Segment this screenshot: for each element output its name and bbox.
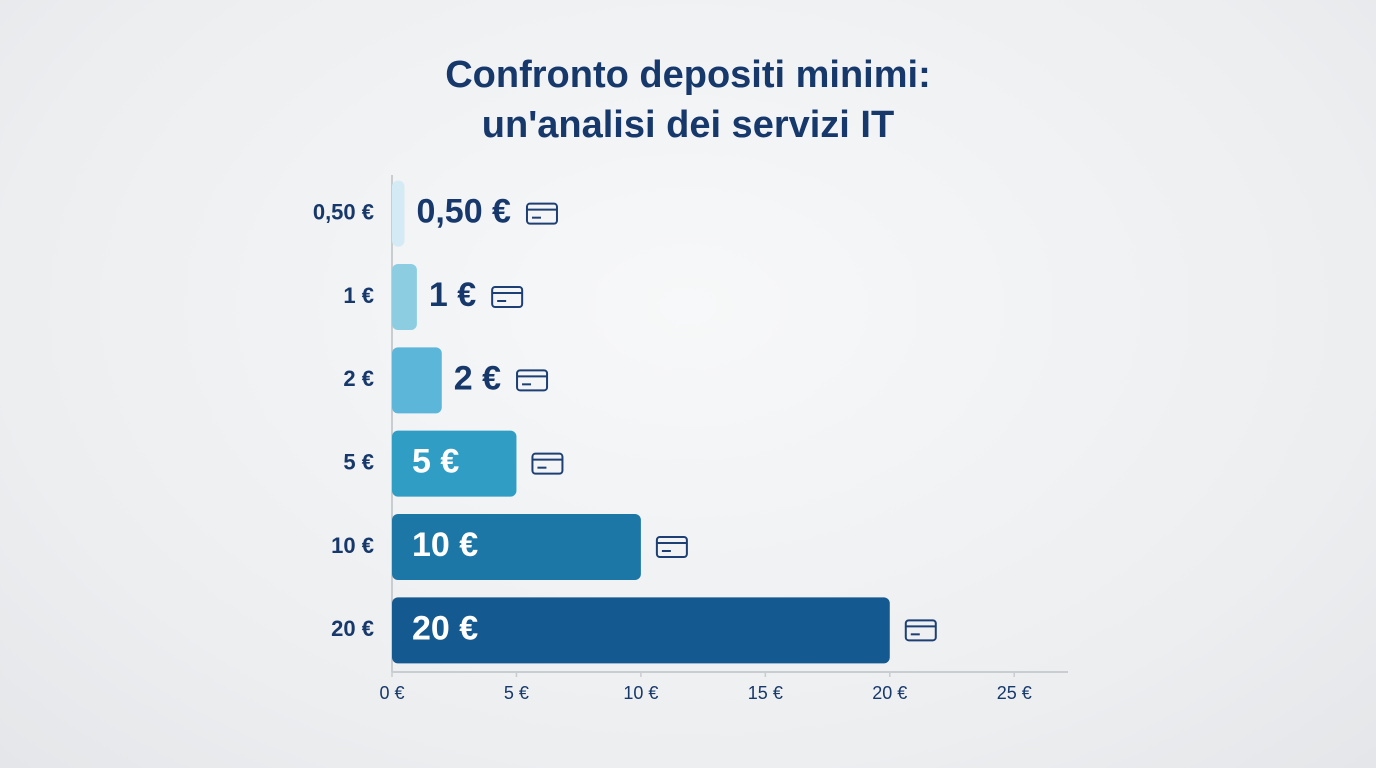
y-tick-label: 2 € [343,366,374,391]
bar [392,264,417,330]
chart-title: Confronto depositi minimi: [445,54,931,96]
x-tick-label: 25 € [997,683,1032,703]
payment-icon [655,536,688,558]
payment-icon [525,202,558,225]
payment-icon [904,619,937,642]
payment-icon [491,286,524,308]
bar [392,347,442,414]
bar [392,597,890,664]
x-tick-label: 20 € [872,683,907,703]
y-tick-label: 20 € [331,616,374,641]
value-label: 1 € [429,276,476,314]
bar [392,180,405,247]
y-tick-label: 5 € [343,449,374,474]
y-tick-label: 10 € [331,533,374,558]
value-label: 5 € [412,443,459,481]
chart-title: un'analisi dei servizi IT [482,104,894,146]
x-tick-label: 10 € [623,683,658,703]
payment-icon [531,452,564,475]
y-tick-label: 0,50 € [313,199,374,224]
value-label: 10 € [412,526,478,564]
bar [392,514,641,580]
x-tick-label: 5 € [504,683,529,703]
x-tick-label: 15 € [748,683,783,703]
value-label: 0,50 € [416,193,511,231]
bar [392,430,517,497]
x-tick-label: 0 € [379,683,404,703]
y-tick-label: 1 € [343,283,374,308]
value-label: 20 € [412,609,478,647]
payment-icon [516,369,549,392]
value-label: 2 € [454,359,501,397]
